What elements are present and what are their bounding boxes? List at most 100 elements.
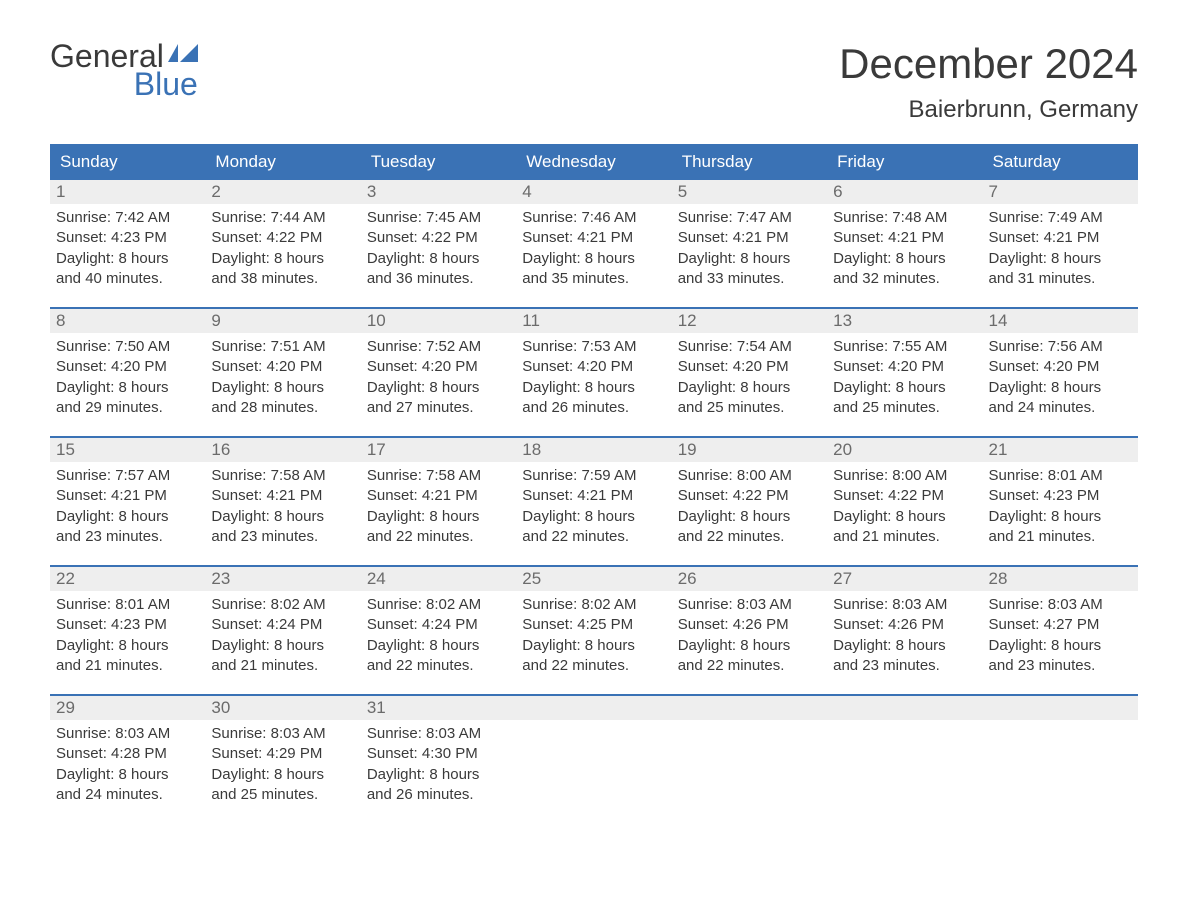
day-sunset: Sunset: 4:22 PM (211, 228, 354, 248)
day-dl2: and 26 minutes. (522, 398, 665, 418)
day-number: 23 (211, 569, 230, 588)
day-sunset: Sunset: 4:26 PM (678, 615, 821, 635)
day-sunset: Sunset: 4:20 PM (678, 357, 821, 377)
day-cell: 8Sunrise: 7:50 AMSunset: 4:20 PMDaylight… (50, 309, 205, 424)
title-block: December 2024 Baierbrunn, Germany (839, 40, 1138, 124)
day-dl1: Daylight: 8 hours (989, 378, 1132, 398)
day-body: Sunrise: 7:46 AMSunset: 4:21 PMDaylight:… (516, 204, 671, 295)
day-dl2: and 22 minutes. (367, 527, 510, 547)
brand-logo: General Blue (50, 40, 198, 100)
day-cell: 9Sunrise: 7:51 AMSunset: 4:20 PMDaylight… (205, 309, 360, 424)
day-sunset: Sunset: 4:20 PM (989, 357, 1132, 377)
day-cell: 27Sunrise: 8:03 AMSunset: 4:26 PMDayligh… (827, 567, 982, 682)
day-sunrise: Sunrise: 7:44 AM (211, 208, 354, 228)
day-number: 7 (989, 182, 998, 201)
day-sunrise: Sunrise: 8:03 AM (989, 595, 1132, 615)
brand-word-2: Blue (50, 68, 198, 100)
day-dl1: Daylight: 8 hours (833, 636, 976, 656)
day-sunset: Sunset: 4:24 PM (367, 615, 510, 635)
day-cell: 2Sunrise: 7:44 AMSunset: 4:22 PMDaylight… (205, 180, 360, 295)
day-number-row: 22 (50, 567, 205, 591)
day-number: 6 (833, 182, 842, 201)
day-sunset: Sunset: 4:26 PM (833, 615, 976, 635)
day-number-row: 26 (672, 567, 827, 591)
day-body: Sunrise: 7:52 AMSunset: 4:20 PMDaylight:… (361, 333, 516, 424)
day-cell: 15Sunrise: 7:57 AMSunset: 4:21 PMDayligh… (50, 438, 205, 553)
day-number-row: 24 (361, 567, 516, 591)
day-body: Sunrise: 7:50 AMSunset: 4:20 PMDaylight:… (50, 333, 205, 424)
day-dl2: and 21 minutes. (211, 656, 354, 676)
day-header: Tuesday (361, 144, 516, 180)
day-number-row: 12 (672, 309, 827, 333)
day-body: Sunrise: 8:02 AMSunset: 4:24 PMDaylight:… (205, 591, 360, 682)
day-dl2: and 40 minutes. (56, 269, 199, 289)
day-number: 21 (989, 440, 1008, 459)
day-dl2: and 25 minutes. (833, 398, 976, 418)
day-number-row: 17 (361, 438, 516, 462)
day-sunset: Sunset: 4:21 PM (522, 228, 665, 248)
day-body: Sunrise: 8:03 AMSunset: 4:28 PMDaylight:… (50, 720, 205, 811)
day-sunset: Sunset: 4:29 PM (211, 744, 354, 764)
day-sunrise: Sunrise: 8:02 AM (522, 595, 665, 615)
day-cell: 3Sunrise: 7:45 AMSunset: 4:22 PMDaylight… (361, 180, 516, 295)
day-sunrise: Sunrise: 7:46 AM (522, 208, 665, 228)
day-sunset: Sunset: 4:20 PM (211, 357, 354, 377)
day-sunset: Sunset: 4:24 PM (211, 615, 354, 635)
day-cell: 26Sunrise: 8:03 AMSunset: 4:26 PMDayligh… (672, 567, 827, 682)
day-dl2: and 27 minutes. (367, 398, 510, 418)
day-body: Sunrise: 7:48 AMSunset: 4:21 PMDaylight:… (827, 204, 982, 295)
day-sunrise: Sunrise: 7:42 AM (56, 208, 199, 228)
day-sunrise: Sunrise: 8:03 AM (56, 724, 199, 744)
day-sunset: Sunset: 4:21 PM (56, 486, 199, 506)
day-number-row: 8 (50, 309, 205, 333)
day-dl2: and 23 minutes. (989, 656, 1132, 676)
day-sunset: Sunset: 4:22 PM (678, 486, 821, 506)
day-number-row (672, 696, 827, 720)
day-header: Saturday (983, 144, 1138, 180)
day-dl2: and 36 minutes. (367, 269, 510, 289)
day-number-row: 21 (983, 438, 1138, 462)
day-sunrise: Sunrise: 7:59 AM (522, 466, 665, 486)
day-dl2: and 22 minutes. (522, 656, 665, 676)
day-number-row: 18 (516, 438, 671, 462)
day-header: Sunday (50, 144, 205, 180)
day-dl1: Daylight: 8 hours (367, 378, 510, 398)
day-number: 30 (211, 698, 230, 717)
day-sunrise: Sunrise: 8:03 AM (367, 724, 510, 744)
week-row: 22Sunrise: 8:01 AMSunset: 4:23 PMDayligh… (50, 565, 1138, 682)
day-number-row: 6 (827, 180, 982, 204)
day-cell: 11Sunrise: 7:53 AMSunset: 4:20 PMDayligh… (516, 309, 671, 424)
day-number: 13 (833, 311, 852, 330)
day-sunrise: Sunrise: 7:57 AM (56, 466, 199, 486)
day-sunrise: Sunrise: 8:02 AM (367, 595, 510, 615)
day-cell: 20Sunrise: 8:00 AMSunset: 4:22 PMDayligh… (827, 438, 982, 553)
day-body: Sunrise: 7:42 AMSunset: 4:23 PMDaylight:… (50, 204, 205, 295)
day-dl1: Daylight: 8 hours (833, 378, 976, 398)
day-number-row (983, 696, 1138, 720)
day-number: 14 (989, 311, 1008, 330)
day-sunset: Sunset: 4:23 PM (56, 228, 199, 248)
day-dl2: and 24 minutes. (989, 398, 1132, 418)
day-cell: 31Sunrise: 8:03 AMSunset: 4:30 PMDayligh… (361, 696, 516, 811)
day-number-row: 13 (827, 309, 982, 333)
day-number-row: 27 (827, 567, 982, 591)
day-number: 19 (678, 440, 697, 459)
day-sunrise: Sunrise: 8:03 AM (211, 724, 354, 744)
day-cell: 30Sunrise: 8:03 AMSunset: 4:29 PMDayligh… (205, 696, 360, 811)
calendar: SundayMondayTuesdayWednesdayThursdayFrid… (50, 144, 1138, 811)
page-header: General Blue December 2024 Baierbrunn, G… (50, 40, 1138, 124)
day-number (989, 698, 994, 717)
day-dl1: Daylight: 8 hours (522, 507, 665, 527)
day-sunset: Sunset: 4:27 PM (989, 615, 1132, 635)
day-cell: 14Sunrise: 7:56 AMSunset: 4:20 PMDayligh… (983, 309, 1138, 424)
day-cell: 13Sunrise: 7:55 AMSunset: 4:20 PMDayligh… (827, 309, 982, 424)
day-body: Sunrise: 7:45 AMSunset: 4:22 PMDaylight:… (361, 204, 516, 295)
day-cell: 4Sunrise: 7:46 AMSunset: 4:21 PMDaylight… (516, 180, 671, 295)
day-dl1: Daylight: 8 hours (367, 636, 510, 656)
day-body: Sunrise: 7:59 AMSunset: 4:21 PMDaylight:… (516, 462, 671, 553)
day-number: 18 (522, 440, 541, 459)
day-dl1: Daylight: 8 hours (56, 249, 199, 269)
day-body: Sunrise: 8:00 AMSunset: 4:22 PMDaylight:… (672, 462, 827, 553)
day-cell (983, 696, 1138, 811)
day-dl2: and 22 minutes. (522, 527, 665, 547)
